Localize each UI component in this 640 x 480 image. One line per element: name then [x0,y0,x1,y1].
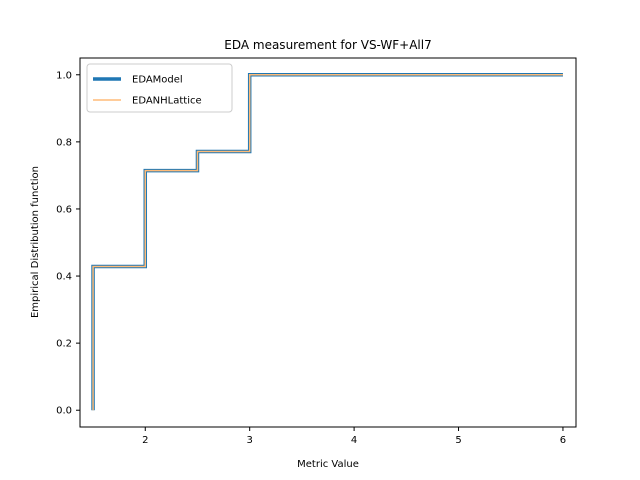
legend-label-1: EDANHLattice [132,96,202,107]
series-line-1 [92,74,563,411]
x-tick-label: 3 [246,435,252,446]
legend: EDAModel EDANHLattice [86,63,233,113]
plot-area [91,73,563,411]
y-tick-label: 0.6 [56,204,72,215]
x-axis-label: Metric Value [297,459,359,470]
y-tick-label: 0.8 [56,137,72,148]
x-tick-label: 4 [351,435,357,446]
y-tick-label: 1.0 [56,70,72,81]
x-tick-label: 6 [560,435,566,446]
x-tick-label: 2 [142,435,148,446]
y-tick-label: 0.2 [56,339,72,350]
axis-ticks: 2 3 4 5 6 0.0 0.2 0.4 0.6 0.8 1.0 [56,70,566,446]
axes-frame [79,57,577,428]
chart-title: EDA measurement for VS-WF+All7 [224,38,432,52]
x-tick-label: 5 [455,435,461,446]
y-axis-label: Empirical Distribution function [30,166,41,318]
legend-box [86,63,233,113]
y-tick-label: 0.0 [56,406,72,417]
y-tick-label: 0.4 [56,272,72,283]
legend-label-0: EDAModel [132,75,183,86]
